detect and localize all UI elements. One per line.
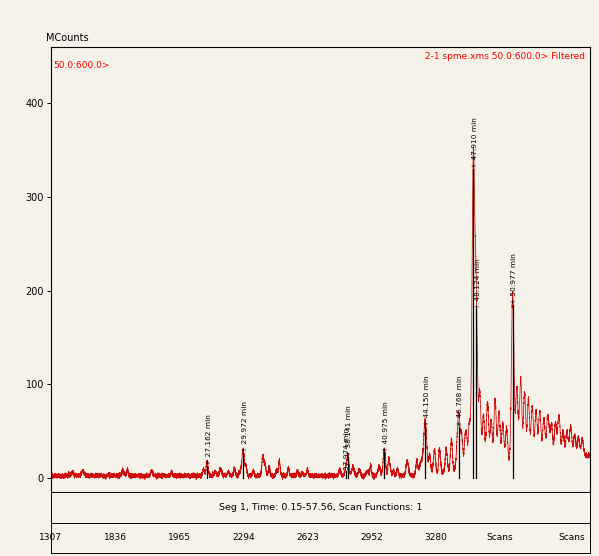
Text: 2294: 2294 xyxy=(232,533,255,543)
Text: + 47.910 min: + 47.910 min xyxy=(472,117,478,168)
Text: 37.974 min: 37.974 min xyxy=(344,428,350,470)
Text: + 48.124 min: + 48.124 min xyxy=(474,258,480,309)
Text: + 38.141 min: + 38.141 min xyxy=(346,406,352,456)
Text: Scans: Scans xyxy=(558,533,585,543)
Text: 1836: 1836 xyxy=(104,533,126,543)
Text: 50.0:600.0>: 50.0:600.0> xyxy=(54,61,110,70)
Text: 1307: 1307 xyxy=(40,533,62,543)
Text: 2623: 2623 xyxy=(297,533,319,543)
Text: Seg 1, Time: 0.15-57.56, Scan Functions: 1: Seg 1, Time: 0.15-57.56, Scan Functions:… xyxy=(219,503,422,512)
Text: + 46.768 min: + 46.768 min xyxy=(457,375,463,425)
Text: Scans: Scans xyxy=(487,533,513,543)
Text: + 29.972 min: + 29.972 min xyxy=(241,401,247,452)
Text: + 50.977 min: + 50.977 min xyxy=(511,253,518,304)
Text: 2952: 2952 xyxy=(361,533,383,543)
Text: 1965: 1965 xyxy=(168,533,190,543)
Text: + 27.162 min: + 27.162 min xyxy=(205,414,211,465)
Text: minutes: minutes xyxy=(550,512,590,522)
Text: 3280: 3280 xyxy=(425,533,447,543)
Text: + 40.975 min: + 40.975 min xyxy=(383,401,389,452)
Text: MCounts: MCounts xyxy=(46,33,88,43)
Text: + 44.150 min: + 44.150 min xyxy=(423,375,429,425)
Text: 2-1 spme.xms 50.0:600.0> Filtered: 2-1 spme.xms 50.0:600.0> Filtered xyxy=(425,52,585,61)
